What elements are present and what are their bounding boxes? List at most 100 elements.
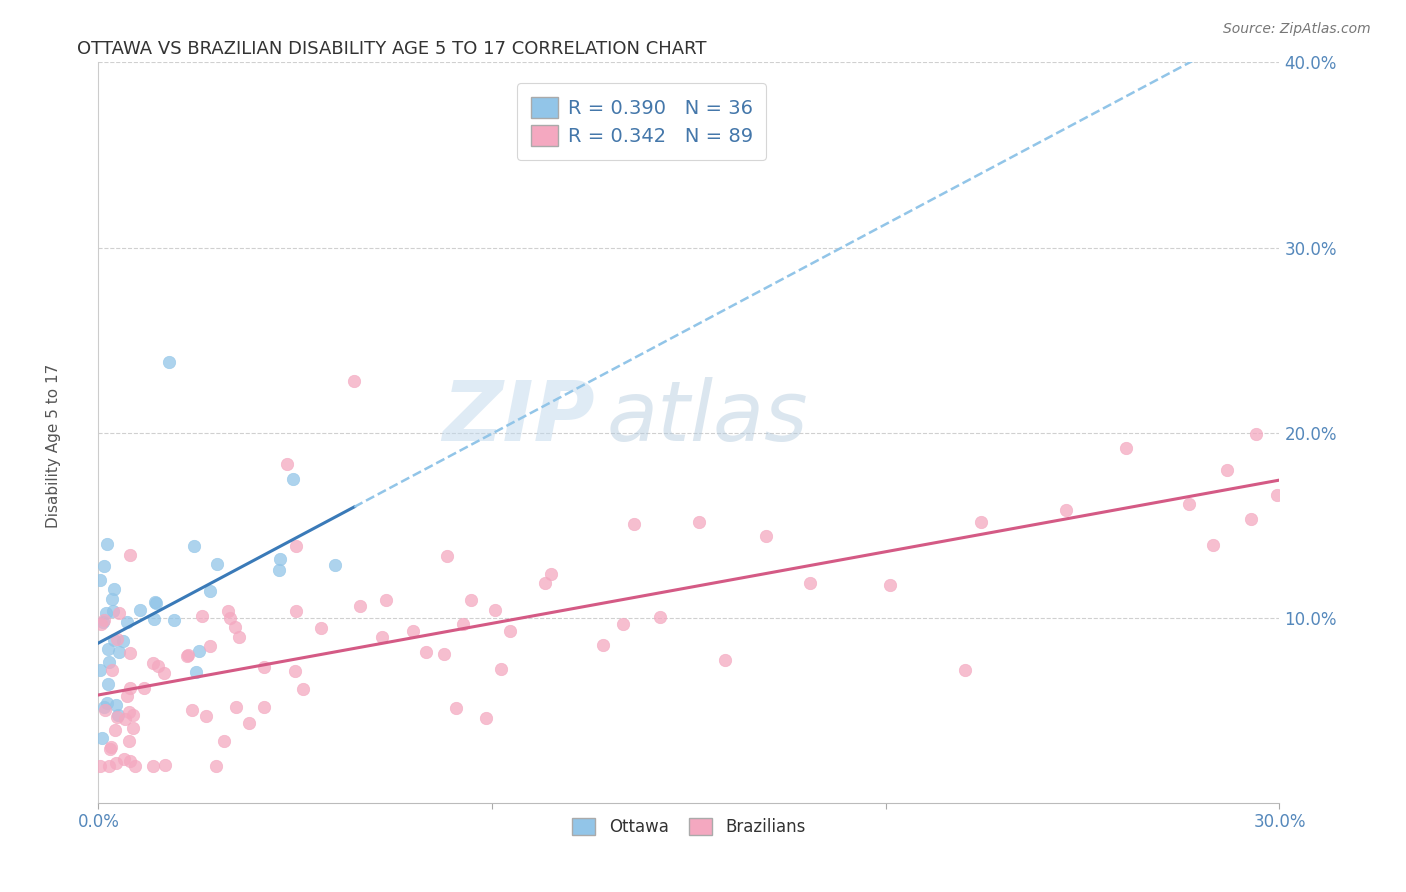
Point	[105, 756, 128, 770]
Point	[115, 689, 138, 703]
Point	[94, 607, 117, 621]
Point	[118, 734, 141, 748]
Point	[91, 615, 114, 630]
Point	[415, 645, 437, 659]
Legend: Ottawa, Brazilians: Ottawa, Brazilians	[565, 811, 813, 843]
Point	[183, 539, 205, 553]
Point	[592, 639, 614, 653]
Point	[98, 758, 121, 772]
Point	[444, 700, 467, 714]
Point	[281, 472, 304, 486]
Point	[103, 632, 125, 647]
Point	[94, 703, 117, 717]
Point	[93, 613, 115, 627]
Point	[98, 655, 121, 669]
Point	[146, 659, 169, 673]
Point	[269, 564, 291, 578]
Point	[115, 615, 138, 630]
Point	[323, 558, 346, 572]
Point	[89, 573, 111, 587]
Point	[489, 662, 512, 676]
Point	[217, 604, 239, 618]
Point	[219, 611, 242, 625]
Point	[90, 617, 112, 632]
Point	[120, 681, 142, 696]
Point	[284, 664, 307, 678]
Point	[225, 699, 247, 714]
Point	[112, 752, 135, 766]
Point	[128, 603, 150, 617]
Point	[162, 613, 184, 627]
Point	[1239, 512, 1261, 526]
Point	[1216, 463, 1239, 477]
Point	[688, 515, 710, 529]
Point	[269, 551, 291, 566]
Point	[157, 355, 180, 369]
Point	[118, 705, 141, 719]
Point	[89, 758, 111, 772]
Point	[105, 710, 128, 724]
Point	[118, 754, 141, 768]
Point	[104, 723, 127, 737]
Text: ZIP: ZIP	[441, 377, 595, 458]
Point	[284, 539, 307, 553]
Point	[108, 644, 131, 658]
Text: OTTAWA VS BRAZILIAN DISABILITY AGE 5 TO 17 CORRELATION CHART: OTTAWA VS BRAZILIAN DISABILITY AGE 5 TO …	[77, 40, 707, 58]
Point	[1244, 427, 1267, 442]
Point	[799, 576, 821, 591]
Point	[755, 529, 778, 543]
Point	[198, 584, 221, 599]
Point	[142, 758, 165, 772]
Point	[96, 696, 118, 710]
Point	[91, 731, 114, 745]
Point	[93, 699, 115, 714]
Point	[124, 758, 146, 772]
Point	[484, 603, 506, 617]
Point	[108, 606, 131, 620]
Point	[101, 592, 124, 607]
Point	[190, 608, 212, 623]
Point	[177, 648, 200, 662]
Point	[650, 610, 672, 624]
Point	[105, 698, 128, 712]
Point	[145, 596, 167, 610]
Point	[98, 741, 121, 756]
Point	[224, 620, 246, 634]
Point	[107, 707, 129, 722]
Point	[122, 721, 145, 735]
Point	[540, 567, 562, 582]
Point	[153, 666, 176, 681]
Point	[1115, 442, 1137, 456]
Point	[253, 660, 276, 674]
Point	[475, 711, 498, 725]
Text: atlas: atlas	[606, 377, 808, 458]
Point	[1178, 497, 1201, 511]
Point	[436, 549, 458, 563]
Point	[187, 644, 209, 658]
Point	[198, 639, 221, 653]
Point	[142, 656, 165, 670]
Point	[212, 734, 235, 748]
Point	[103, 582, 125, 596]
Point	[879, 578, 901, 592]
Point	[100, 740, 122, 755]
Point	[253, 700, 276, 714]
Point	[97, 641, 120, 656]
Point	[451, 616, 474, 631]
Point	[118, 548, 141, 562]
Point	[291, 681, 314, 696]
Point	[105, 632, 128, 646]
Point	[623, 516, 645, 531]
Point	[349, 599, 371, 614]
Point	[238, 716, 260, 731]
Point	[1265, 488, 1288, 502]
Point	[153, 758, 176, 772]
Point	[228, 630, 250, 644]
Point	[276, 457, 298, 471]
Point	[176, 649, 198, 664]
Point	[1054, 502, 1077, 516]
Point	[612, 617, 634, 632]
Point	[97, 677, 120, 691]
Point	[713, 653, 735, 667]
Text: Disability Age 5 to 17: Disability Age 5 to 17	[46, 364, 60, 528]
